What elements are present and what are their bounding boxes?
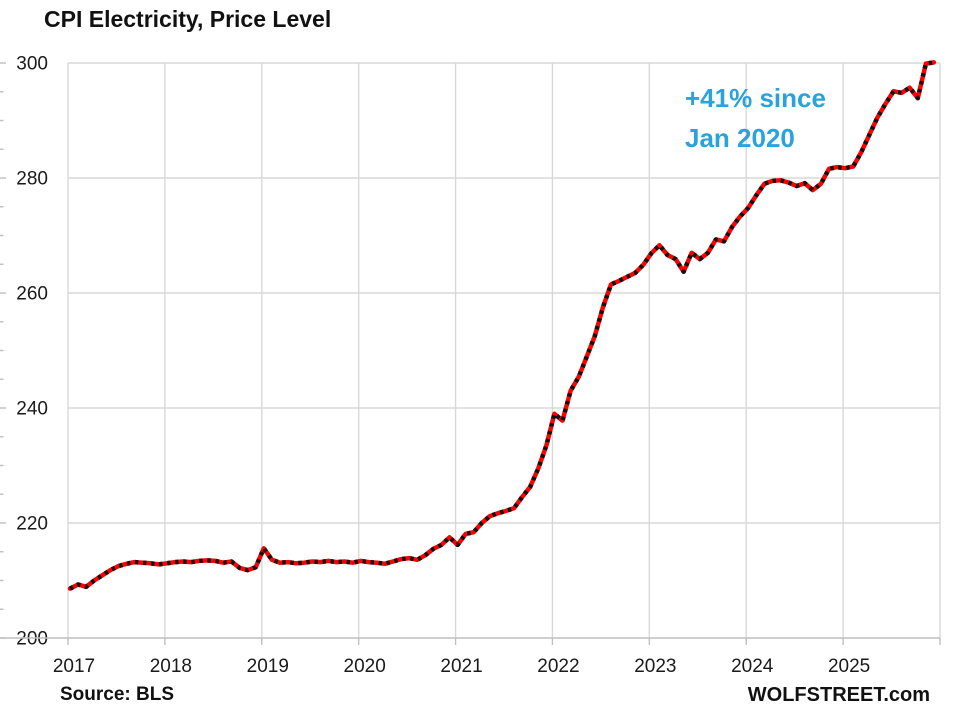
gain-annotation-line1: +41% since <box>685 83 826 113</box>
y-axis-tick-label: 240 <box>16 399 48 420</box>
y-axis-tick-label: 200 <box>16 629 48 650</box>
y-axis-tick-label: 220 <box>16 514 48 535</box>
x-axis-tick-label: 2021 <box>440 656 482 677</box>
x-axis-tick-label: 2018 <box>150 656 192 677</box>
x-axis-tick-label: 2019 <box>247 656 289 677</box>
source-label: Source: BLS <box>60 684 175 705</box>
cpi-electricity-series-markers <box>68 60 935 591</box>
x-axis-tick-label: 2024 <box>731 656 774 677</box>
gain-annotation: +41% since Jan 2020 <box>685 78 826 158</box>
y-axis-tick-label: 300 <box>16 54 48 75</box>
y-axis-tick-label: 260 <box>16 284 48 305</box>
x-axis-tick-label: 2020 <box>344 656 386 677</box>
wolfstreet-brand: WOLFSTREET.com <box>747 684 930 706</box>
chart-title: CPI Electricity, Price Level <box>44 6 332 32</box>
x-axis-tick-label: 2017 <box>53 656 95 677</box>
x-axis-tick-label: 2022 <box>537 656 579 677</box>
y-axis-tick-label: 280 <box>16 169 48 190</box>
gain-annotation-line2: Jan 2020 <box>685 123 795 153</box>
x-axis-tick-label: 2023 <box>634 656 676 677</box>
x-axis-tick-label: 2025 <box>828 656 870 677</box>
